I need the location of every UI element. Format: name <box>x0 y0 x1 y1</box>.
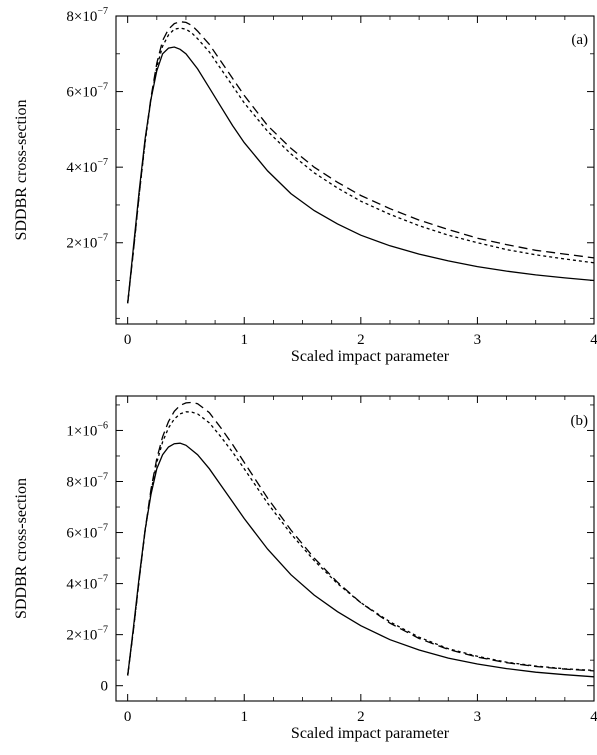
panel-b-label: (b) <box>571 413 589 429</box>
panel-b-y-axis-label: SDDBR cross-section <box>13 478 30 619</box>
panel-a-series-dotted <box>127 27 595 304</box>
panel-b-x-tick-label: 1 <box>240 709 248 725</box>
panel-b-series-dashed <box>127 401 595 676</box>
panel-b-plot-frame <box>115 395 595 702</box>
panel-a-x-tick-label: 4 <box>590 332 597 348</box>
panel-b-y-tick-label: 8×10−7 <box>66 472 108 491</box>
panel-a-series-dashed <box>127 21 595 304</box>
panel-b-series-dotted <box>127 411 595 676</box>
panel-a-x-tick-label: 1 <box>240 332 248 348</box>
panel-a-x-tick-label: 0 <box>124 332 132 348</box>
panel-a-label: (a) <box>571 32 588 48</box>
panel-a-plot-frame <box>115 15 595 325</box>
panel-a-y-tick-label: 6×10−7 <box>66 82 108 101</box>
panel-a-y-tick-label: 4×10−7 <box>66 157 108 176</box>
panel-a-x-axis-label: Scaled impact parameter <box>291 348 450 365</box>
panel-a: 0 1 2 3 4 2×10−7 4×10−7 6×10−7 8×10−7 Scaled impa… <box>13 6 597 365</box>
panel-b-y-tick-label: 6×10−7 <box>66 523 108 542</box>
panel-b-series-solid <box>127 442 595 678</box>
panel-a-x-tick-label: 2 <box>357 332 365 348</box>
panel-b: 0 1 2 3 4 0 2×10−7 4×10−7 6×10−7 8×10−7 1×10−6 Scal… <box>13 395 597 742</box>
panel-b-x-tick-label: 4 <box>590 709 597 725</box>
panel-b-x-tick-label: 2 <box>357 709 365 725</box>
panel-a-y-tick-label: 2×10−7 <box>66 233 108 252</box>
panel-b-x-tick-label: 3 <box>474 709 482 725</box>
panel-b-x-axis-label: Scaled impact parameter <box>291 725 450 742</box>
panel-a-y-axis-label: SDDBR cross-section <box>13 100 30 241</box>
panel-b-y-tick-label: 4×10−7 <box>66 574 108 593</box>
panel-b-x-tick-label: 0 <box>124 709 132 725</box>
panel-a-series-solid <box>127 46 595 304</box>
panel-b-y-tick-label: 1×10−6 <box>66 420 108 439</box>
panel-a-y-tick-label: 8×10−7 <box>66 6 108 25</box>
panel-a-x-tick-label: 3 <box>474 332 482 348</box>
panel-b-y-tick-label: 0 <box>101 679 109 695</box>
panel-b-y-tick-label: 2×10−7 <box>66 625 108 644</box>
